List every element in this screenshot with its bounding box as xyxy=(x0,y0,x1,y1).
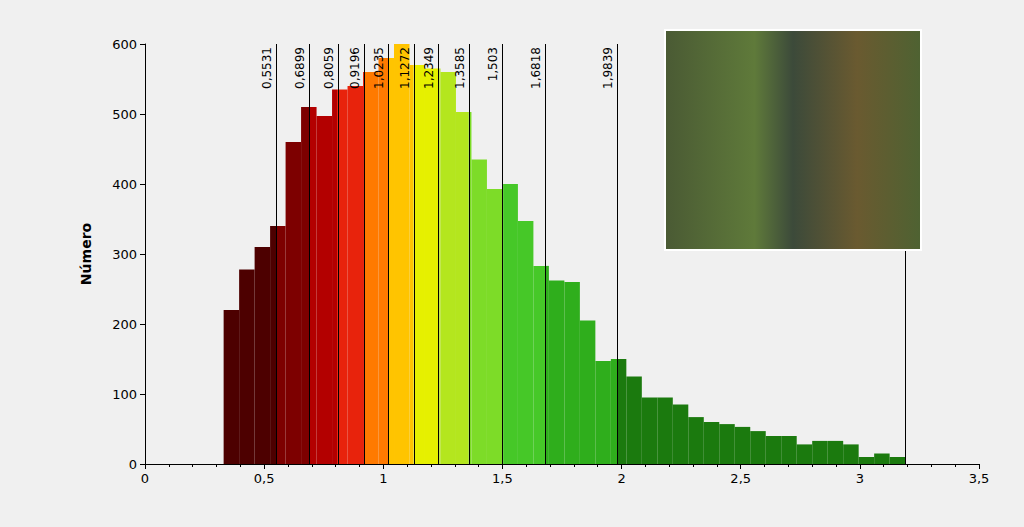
svg-text:1,1272: 1,1272 xyxy=(398,47,412,89)
svg-text:300: 300 xyxy=(112,247,137,262)
svg-text:0,9196: 0,9196 xyxy=(348,47,362,89)
svg-text:600: 600 xyxy=(112,37,137,52)
svg-text:1,503: 1,503 xyxy=(486,47,500,81)
svg-text:2: 2 xyxy=(617,471,625,486)
svg-text:0: 0 xyxy=(141,471,149,486)
svg-text:500: 500 xyxy=(112,107,137,122)
svg-text:100: 100 xyxy=(112,387,137,402)
svg-text:Número: Número xyxy=(78,222,94,285)
svg-text:3: 3 xyxy=(856,471,864,486)
svg-text:3,5: 3,5 xyxy=(969,471,990,486)
svg-text:1,0235: 1,0235 xyxy=(372,47,386,89)
svg-text:0,5531: 0,5531 xyxy=(260,47,274,89)
svg-text:1,6818: 1,6818 xyxy=(529,47,543,89)
svg-text:400: 400 xyxy=(112,177,137,192)
svg-text:0,5: 0,5 xyxy=(254,471,275,486)
svg-text:0: 0 xyxy=(129,457,137,472)
svg-text:200: 200 xyxy=(112,317,137,332)
svg-text:1,3585: 1,3585 xyxy=(453,47,467,89)
svg-text:1,5: 1,5 xyxy=(492,471,513,486)
svg-text:2,5: 2,5 xyxy=(730,471,751,486)
svg-text:1,9839: 1,9839 xyxy=(601,47,615,89)
svg-text:1: 1 xyxy=(379,471,387,486)
svg-text:1,2349: 1,2349 xyxy=(422,47,436,89)
svg-text:0,8059: 0,8059 xyxy=(322,47,336,89)
svg-text:0,6899: 0,6899 xyxy=(293,47,307,89)
